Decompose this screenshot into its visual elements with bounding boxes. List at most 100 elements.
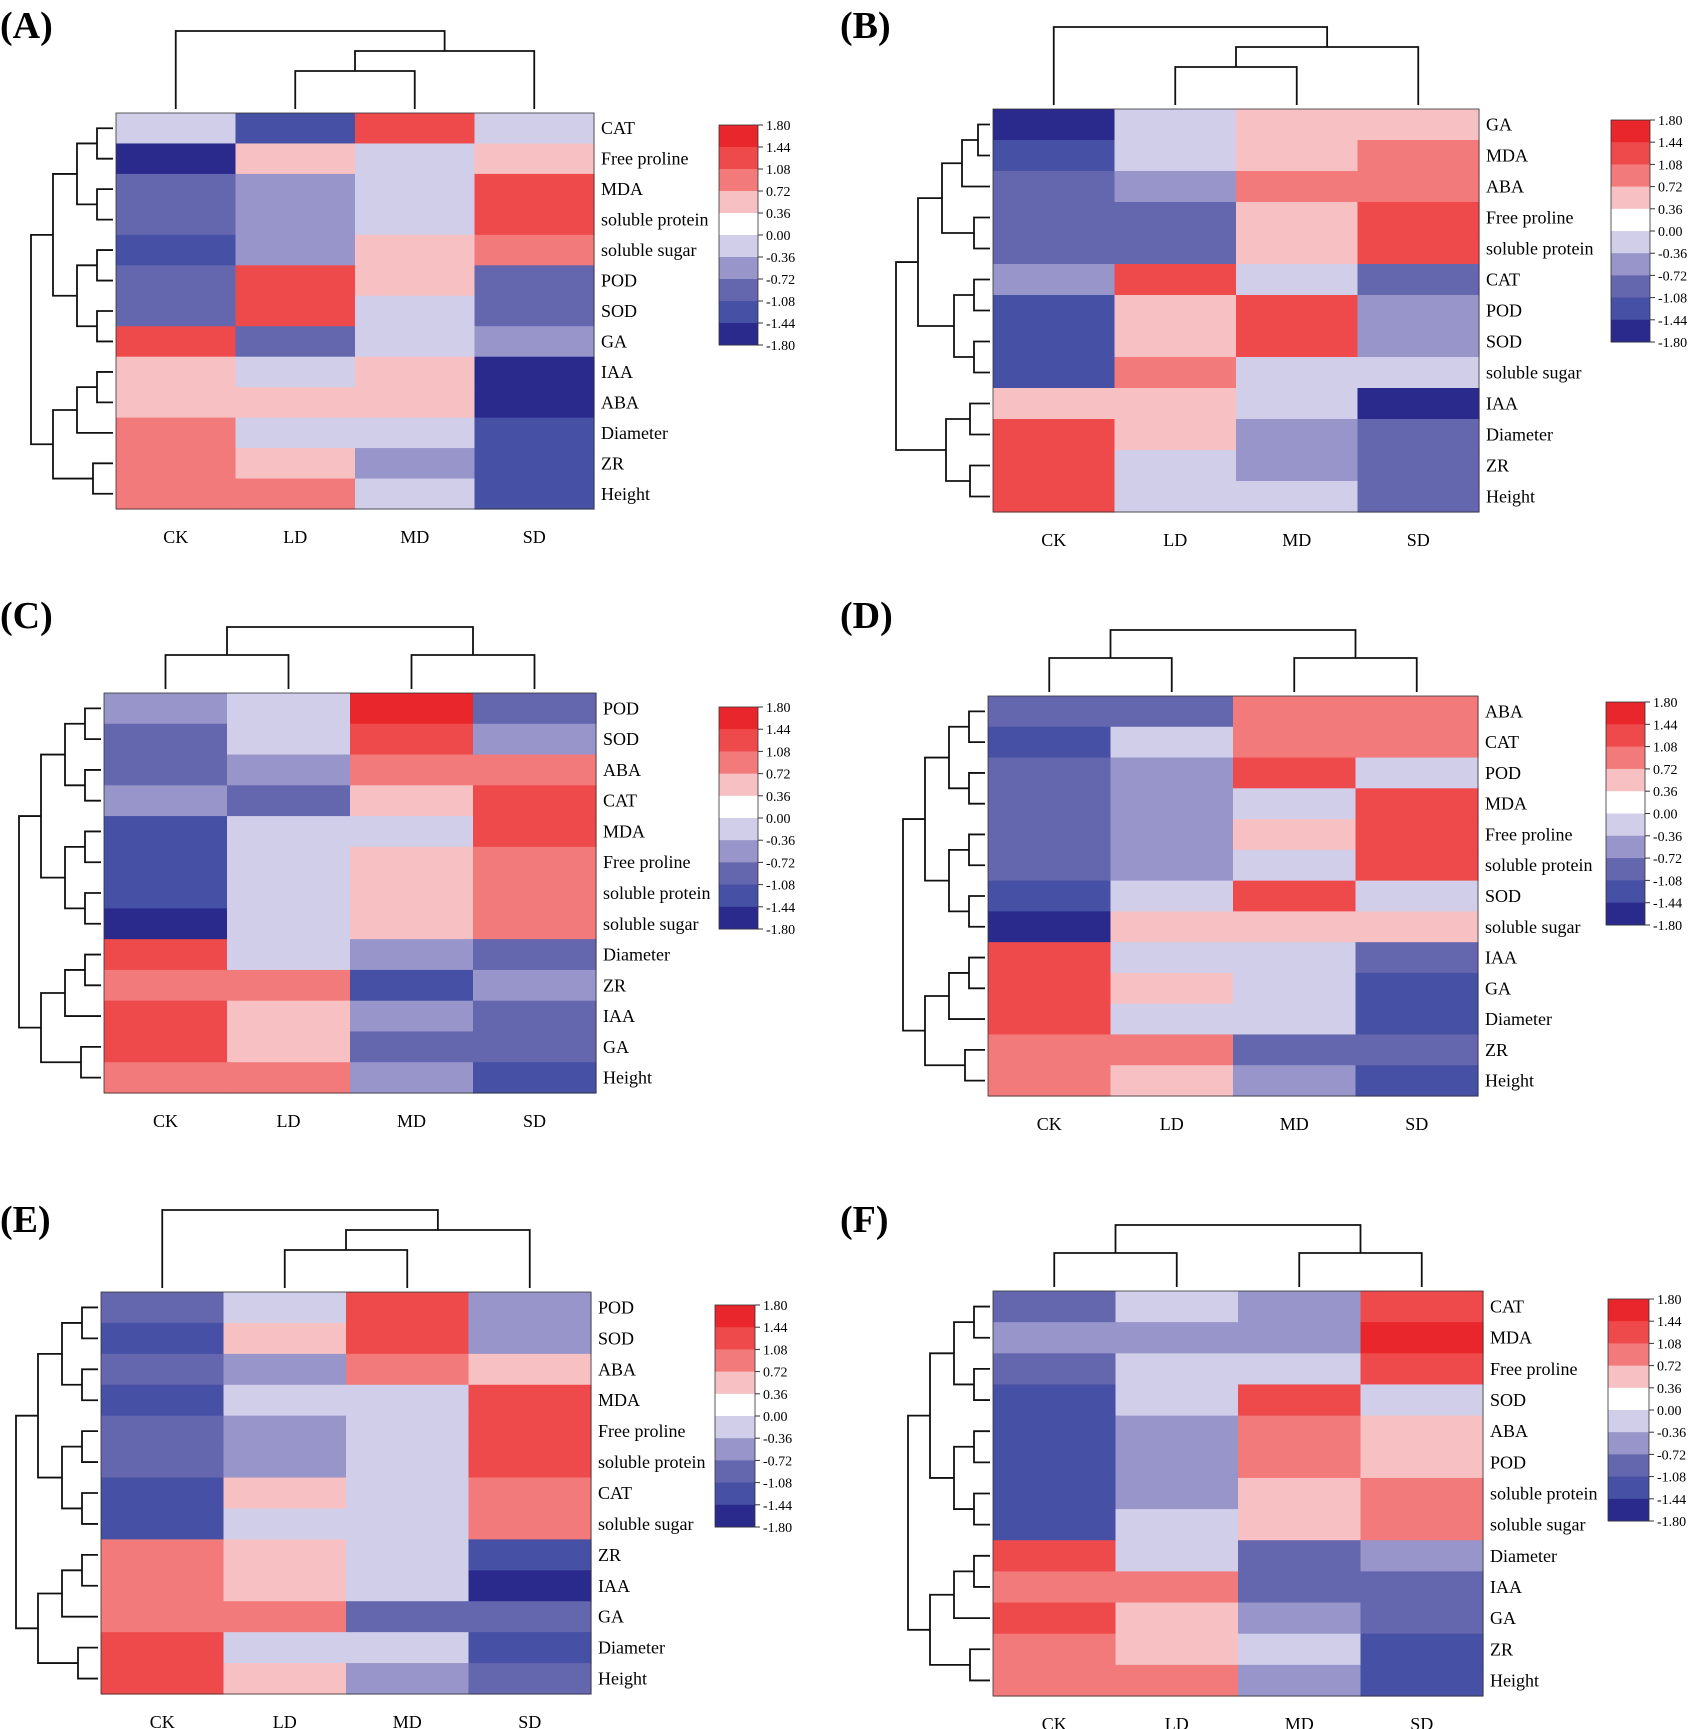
color-legend: 1.80 1.44 1.08 0.72 0.36 0.00 -0.36 -0.72 -1.08 -… (718, 119, 795, 354)
heatmap-cell (101, 1539, 225, 1571)
dendrogram-link (283, 1249, 409, 1288)
heatmap-cell (350, 754, 474, 786)
legend-swatch (1606, 835, 1645, 859)
heatmap-cell (346, 1570, 470, 1602)
dendrogram-link (902, 818, 925, 1032)
heatmap-cell (988, 726, 1112, 759)
dendrogram-link (96, 249, 113, 282)
heatmap-cell (1233, 1034, 1357, 1066)
heatmap-cell (346, 1292, 470, 1324)
legend-tick-label: 1.80 (1653, 696, 1678, 711)
heatmap-border (987, 695, 1479, 1097)
legend-swatch (719, 906, 758, 930)
heatmap-cell (1236, 357, 1359, 389)
heatmap-cell (1355, 788, 1479, 820)
heatmap-cell (993, 326, 1116, 358)
heatmap-cell (1114, 233, 1237, 265)
legend-swatch (719, 707, 758, 730)
legend-tick-label: -1.44 (766, 317, 795, 332)
column-label: CK (1042, 1714, 1067, 1729)
row-label: IAA (598, 1576, 630, 1596)
color-legend: 1.80 1.44 1.08 0.72 0.36 0.00 -0.36 -0.72 -1.08 -… (1607, 1293, 1686, 1530)
legend-tick-label: -1.08 (766, 879, 795, 894)
heatmap-cell (346, 1601, 470, 1633)
legend-tick-label: 0.00 (766, 812, 791, 827)
heatmap-cell (227, 693, 351, 725)
heatmap-cell (474, 356, 595, 388)
row-label: soluble protein (603, 883, 710, 903)
legend-tick-label: 1.80 (766, 701, 791, 716)
heatmap-cell (1110, 696, 1234, 728)
heatmap-cell (993, 233, 1116, 265)
heatmap-cell (1238, 1664, 1362, 1697)
legend-tick-label: -0.36 (766, 251, 795, 266)
dendrogram-link (969, 1648, 990, 1682)
legend-swatch (1611, 208, 1650, 232)
heatmap-cell (1114, 109, 1237, 141)
heatmap-cell (350, 939, 474, 971)
dendrogram-link (96, 127, 113, 160)
heatmap-cell (1115, 1540, 1239, 1572)
dendrogram-link (1109, 629, 1357, 658)
dendrogram-link (948, 972, 985, 1020)
heatmap-cell (988, 880, 1112, 912)
row-label: SOD (1490, 1390, 1526, 1410)
heatmap-cell (474, 113, 595, 145)
heatmap-cell (993, 1322, 1117, 1354)
heatmap-cell (474, 417, 595, 449)
heatmap-cell (223, 1477, 347, 1510)
legend-tick-label: 0.00 (766, 229, 791, 244)
heatmap-cell (1360, 1571, 1484, 1604)
heatmap-cell (468, 1570, 592, 1602)
heatmap-cell (1357, 295, 1480, 327)
heatmap-cell (1114, 295, 1237, 327)
heatmap-cell (235, 295, 356, 327)
dendrogram-link (968, 833, 985, 867)
dendrogram-link (76, 142, 97, 206)
heatmap-cell (1110, 972, 1234, 1005)
legend-tick-label: -0.72 (766, 856, 795, 871)
legend-swatch (1608, 1343, 1649, 1367)
heatmap-cell (235, 478, 356, 510)
legend-tick-label: 0.72 (766, 768, 791, 783)
heatmap-cell (235, 113, 356, 145)
row-label: soluble sugar (601, 240, 696, 260)
dendrogram-link (84, 769, 101, 802)
panel-label: (E) (0, 1199, 51, 1241)
dendrogram-link (973, 1305, 990, 1339)
heatmap-cell (468, 1477, 592, 1510)
heatmap-cell (346, 1384, 470, 1417)
heatmap-cell (1360, 1540, 1484, 1572)
heatmap-cell (1360, 1353, 1484, 1386)
legend-tick-label: 1.08 (766, 163, 791, 178)
dendrogram-link (964, 1048, 985, 1082)
legend-swatch (1606, 813, 1645, 837)
row-label: IAA (1490, 1577, 1522, 1597)
heatmap-cell (227, 846, 351, 879)
color-legend: 1.80 1.44 1.08 0.72 0.36 0.00 -0.36 -0.72 -1.08 -… (1605, 696, 1682, 934)
row-label: Height (1490, 1670, 1539, 1690)
row-label: ABA (1490, 1421, 1528, 1441)
heatmap-cell (355, 387, 476, 419)
column-label: CK (1037, 1114, 1062, 1134)
row-label: ZR (601, 453, 624, 473)
heatmap-cell (1238, 1384, 1362, 1417)
column-label: SD (1410, 1714, 1433, 1729)
legend-swatch (715, 1438, 755, 1461)
heatmap-cell (473, 693, 597, 725)
column-label: MD (393, 1712, 422, 1729)
heatmap-cell (350, 846, 474, 879)
row-label: Free proline (1486, 208, 1573, 228)
heatmap-cell (468, 1539, 592, 1571)
heatmap-cell (474, 143, 595, 175)
legend-tick-label: -1.80 (1658, 336, 1687, 351)
heatmap-cell (468, 1446, 592, 1479)
column-label: CK (150, 1712, 175, 1729)
row-label: IAA (603, 1006, 635, 1026)
row-dendrogram (907, 1305, 990, 1682)
legend-swatch (719, 279, 758, 302)
row-label: soluble sugar (1485, 917, 1580, 937)
legend-swatch (719, 884, 758, 908)
heatmap-cell (993, 388, 1116, 420)
